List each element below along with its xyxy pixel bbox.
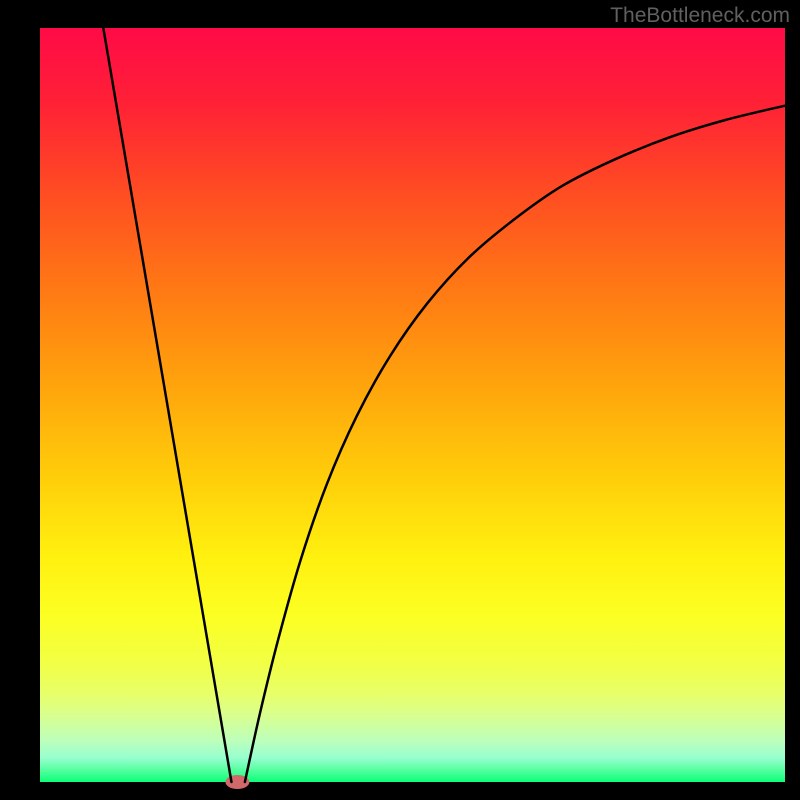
chart-container: TheBottleneck.com bbox=[0, 0, 800, 800]
plot-background bbox=[40, 28, 785, 782]
bottleneck-chart bbox=[0, 0, 800, 800]
attribution-text: TheBottleneck.com bbox=[610, 4, 790, 28]
